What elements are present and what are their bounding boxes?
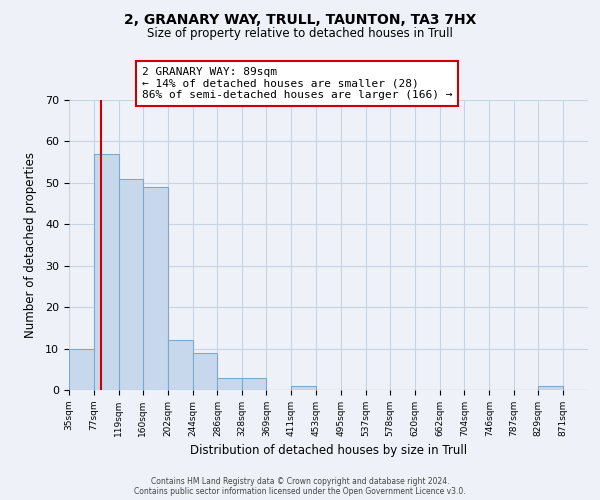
Text: Contains public sector information licensed under the Open Government Licence v3: Contains public sector information licen… (134, 488, 466, 496)
Text: Contains HM Land Registry data © Crown copyright and database right 2024.: Contains HM Land Registry data © Crown c… (151, 478, 449, 486)
Bar (217, 378, 242, 390)
Bar (119, 178, 143, 390)
X-axis label: Distribution of detached houses by size in Trull: Distribution of detached houses by size … (190, 444, 467, 458)
Text: Size of property relative to detached houses in Trull: Size of property relative to detached ho… (147, 28, 453, 40)
Text: 2, GRANARY WAY, TRULL, TAUNTON, TA3 7HX: 2, GRANARY WAY, TRULL, TAUNTON, TA3 7HX (124, 12, 476, 26)
Bar (538, 386, 563, 390)
Bar (94, 154, 119, 390)
Bar (69, 348, 94, 390)
Y-axis label: Number of detached properties: Number of detached properties (24, 152, 37, 338)
Bar (291, 386, 316, 390)
Bar (242, 378, 266, 390)
Bar (143, 187, 168, 390)
Bar (168, 340, 193, 390)
Bar (193, 352, 217, 390)
Text: 2 GRANARY WAY: 89sqm
← 14% of detached houses are smaller (28)
86% of semi-detac: 2 GRANARY WAY: 89sqm ← 14% of detached h… (142, 67, 452, 100)
